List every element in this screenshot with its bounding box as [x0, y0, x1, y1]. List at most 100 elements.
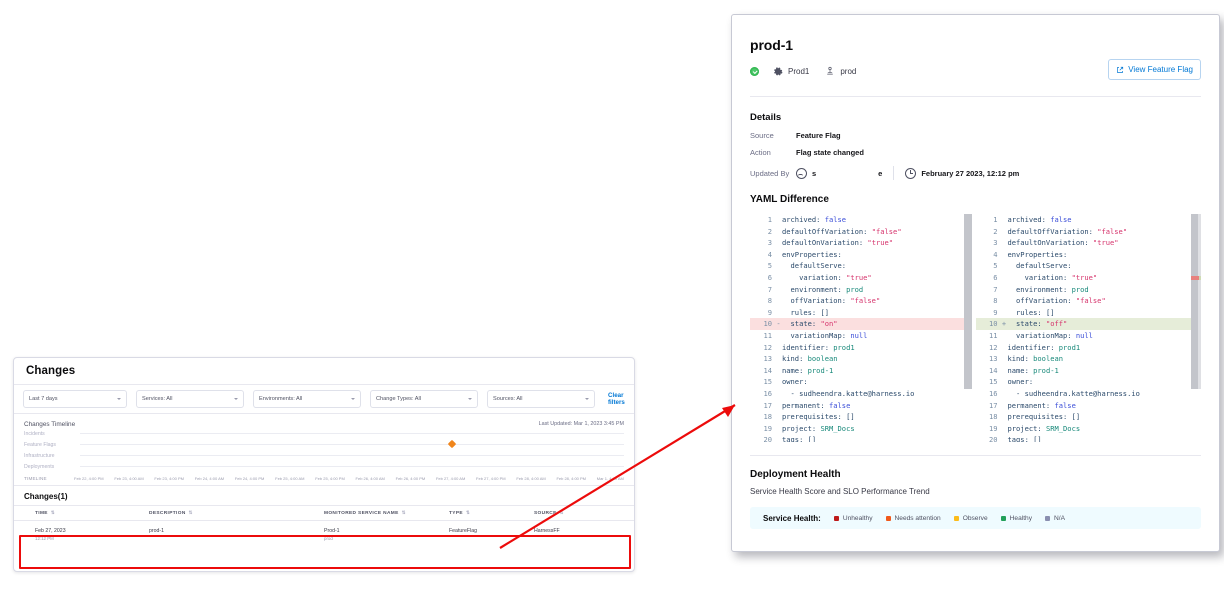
timeline-header: Changes Timeline Last Updated: Mar 1, 20…: [24, 421, 624, 428]
yaml-line-content: rules: []: [782, 307, 829, 317]
yaml-line-content: prerequisites: []: [1007, 412, 1081, 422]
sort-icon[interactable]: ⇅: [559, 510, 564, 515]
changes-table: TIME ⇅ DESCRIPTION ⇅ MONITORED SERVICE NAM…: [14, 505, 634, 548]
scrollbar-thumb[interactable]: [963, 214, 972, 389]
yaml-line-content: variation: "true": [782, 272, 872, 282]
yaml-diff-code-after: 1 archived: false 2 defaultOffVariation: "f…: [975, 214, 1202, 442]
yaml-diff-line: 4 envProperties:: [750, 249, 976, 261]
sort-icon[interactable]: ⇅: [188, 510, 193, 515]
yaml-diff-pane-after[interactable]: 1 archived: false 2 defaultOffVariation: "f…: [975, 214, 1202, 442]
legend-swatch: [1045, 515, 1050, 521]
yaml-line-number: 13: [763, 354, 772, 364]
table-row[interactable]: Feb 27, 2023 12:12 PM prod-1 Prod-1 prod…: [14, 521, 634, 548]
detail-row-action: Action Flag state changed: [750, 148, 1201, 157]
yaml-line-content: rules: []: [1007, 307, 1055, 317]
timeline-axis-label: TIMELINE: [24, 476, 47, 481]
yaml-diff-line: 15 owner:: [750, 376, 976, 388]
clear-filters-button[interactable]: Clear filters: [608, 392, 625, 406]
yaml-line-number: 19: [988, 423, 998, 433]
yaml-line-content: state: "off": [1007, 319, 1068, 329]
yaml-line-content: permanent: false: [782, 400, 851, 410]
yaml-line-content: environment: prod: [1007, 284, 1089, 294]
yaml-diff-line: 2 defaultOffVariation: "false": [750, 226, 976, 238]
detail-value: Flag state changed: [796, 148, 864, 157]
filter-environments[interactable]: Environments: All: [253, 390, 361, 408]
yaml-line-content: project: SRM_Docs: [782, 423, 855, 433]
yaml-diff-line: 11 variationMap: null: [750, 330, 976, 342]
yaml-line-content: kind: boolean: [1007, 354, 1064, 364]
yaml-line-content: defaultOnVariation: "true": [1007, 238, 1119, 248]
yaml-line-content: archived: false: [1007, 215, 1072, 224]
yaml-diff-line: 19 project: SRM_Docs: [976, 423, 1202, 435]
sort-icon[interactable]: ⇅: [465, 510, 470, 515]
detail-value: Feature Flag: [796, 131, 841, 140]
yaml-diff-code-before: 1 archived: false 2 defaultOffVariation: "f…: [750, 214, 976, 442]
timeline-tick: Feb 27, 4:00 PM: [476, 476, 506, 481]
yaml-diff-line: 1 archived: false: [750, 214, 976, 226]
yaml-diff-line: 3 defaultOnVariation: "true": [976, 237, 1202, 249]
filter-services[interactable]: Services: All: [136, 390, 244, 408]
view-feature-flag-button[interactable]: View Feature Flag: [1108, 59, 1201, 80]
yaml-line-content: owner:: [782, 377, 808, 387]
diff-scrollbar-before[interactable]: [963, 214, 972, 389]
sort-icon[interactable]: ⇅: [50, 510, 55, 515]
yaml-line-number: 13: [988, 354, 998, 364]
column-header-type[interactable]: TYPE ⇅: [449, 505, 534, 521]
cell-type: FeatureFlag: [449, 528, 477, 534]
meta-environment-label: Prod1: [788, 66, 810, 76]
details-heading: Details: [750, 112, 782, 123]
yaml-diff-line: 6 variation: "true": [750, 272, 976, 284]
column-header-description[interactable]: DESCRIPTION ⇅: [149, 505, 324, 521]
timeline-tick: Feb 25, 4:00 PM: [315, 476, 345, 481]
yaml-line-number: 18: [988, 412, 998, 422]
timeline-row-feature-flags: Feature Flags: [24, 439, 624, 450]
yaml-line-number: 3: [767, 238, 772, 248]
cell-description: prod-1: [149, 528, 164, 534]
column-header-time[interactable]: TIME ⇅: [14, 505, 149, 521]
timeline-row-label: Infrastructure: [24, 452, 55, 459]
yaml-line-number: 18: [763, 412, 772, 422]
changes-panel-header: Changes: [14, 358, 634, 385]
sort-icon[interactable]: ⇅: [401, 510, 406, 515]
yaml-diff-line: 20 tags: []: [750, 434, 976, 442]
yaml-line-content: envProperties:: [782, 249, 842, 259]
minimap-marker-added: [1199, 276, 1201, 280]
scrollbar-thumb[interactable]: [1191, 214, 1198, 389]
yaml-line-content: archived: false: [782, 215, 847, 224]
column-header-service[interactable]: MONITORED SERVICE NAME ⇅: [324, 505, 449, 521]
yaml-line-content: identifier: prod1: [782, 342, 855, 352]
detail-row-updated-by: Updated By s e February 27 2023, 12:12 p…: [750, 166, 1201, 180]
yaml-line-number: 4: [993, 249, 998, 259]
divider: [750, 96, 1201, 97]
yaml-line-content: defaultServe:: [1007, 261, 1072, 271]
yaml-line-content: state: "on": [782, 319, 838, 329]
timeline-row-deployments: Deployments: [24, 461, 624, 472]
filter-environments-label: Environments: All: [259, 396, 303, 402]
yaml-diff-line: 9 rules: []: [750, 307, 976, 319]
cell-service-sub: prod: [324, 535, 333, 541]
filter-sources[interactable]: Sources: All: [487, 390, 595, 408]
yaml-line-number: 2: [767, 226, 772, 236]
last-updated-text: Last Updated: Mar 1, 2023 3:45 PM: [538, 421, 624, 427]
cell-time-sub: 12:12 PM: [35, 535, 54, 541]
updated-by-name-start: s: [812, 168, 817, 178]
legend-swatch: [953, 515, 959, 521]
timeline-tick: Feb 23, 4:00 PM: [154, 476, 184, 481]
column-header-source[interactable]: SOURCE ⇅: [534, 505, 634, 521]
yaml-line-number: 15: [763, 377, 772, 387]
yaml-line-content: - sudheendra.katte@harness.io: [1007, 388, 1140, 398]
detail-key: Action: [750, 148, 771, 157]
column-label: SOURCE: [534, 511, 557, 516]
filter-time-range[interactable]: Last 7 days: [23, 390, 127, 408]
filter-change-types[interactable]: Change Types: All: [370, 390, 478, 408]
timeline-row-line: [80, 455, 624, 456]
yaml-diff-pane-before[interactable]: 1 archived: false 2 defaultOffVariation: "f…: [750, 214, 976, 442]
yaml-diff-line: 8 offVariation: "false": [976, 295, 1202, 307]
legend-item-observe: Observe: [953, 515, 988, 522]
yaml-line-content: defaultServe:: [782, 261, 847, 271]
diff-minimap[interactable]: [1191, 214, 1201, 389]
yaml-line-content: envProperties:: [1007, 249, 1068, 259]
timeline-row-line: [80, 466, 624, 467]
timeline-tick: Feb 24, 4:00 AM: [194, 476, 225, 481]
yaml-line-number: 12: [763, 342, 772, 352]
